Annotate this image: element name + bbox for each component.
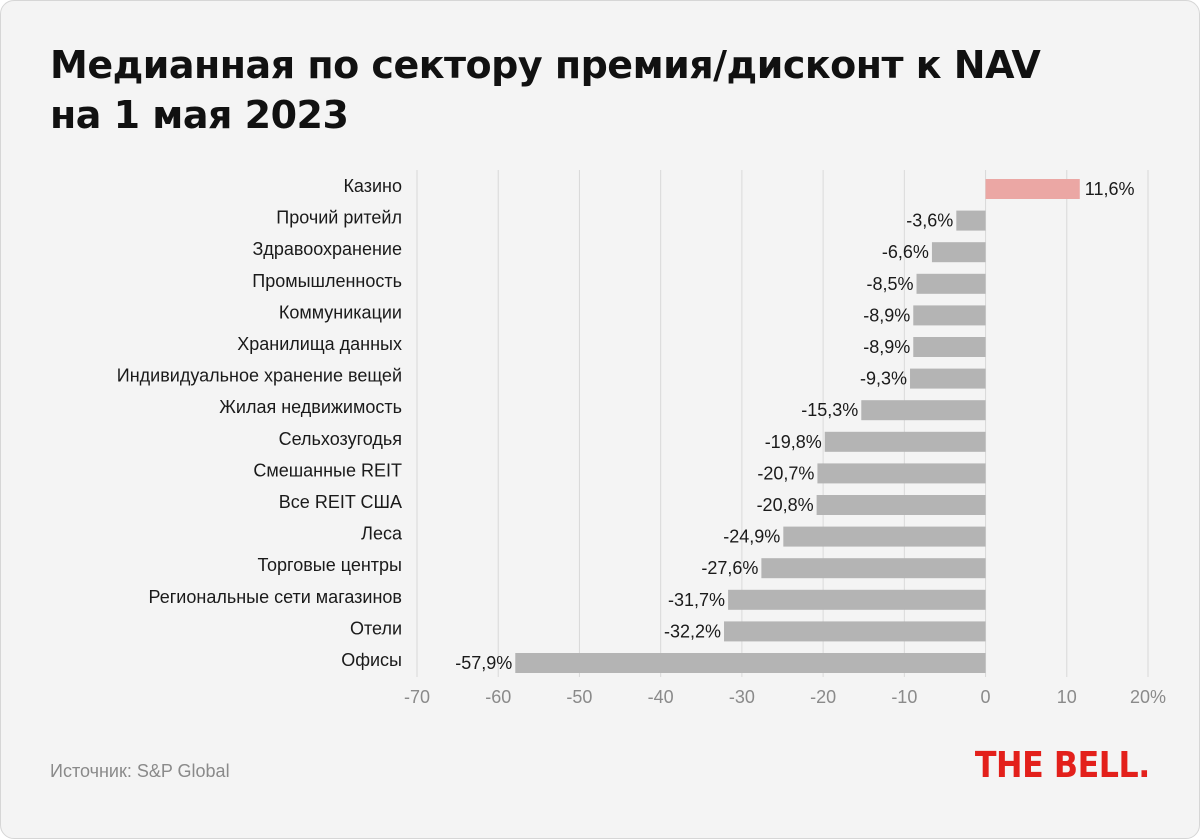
data-label: -8,9%: [863, 337, 910, 357]
data-label: -9,3%: [860, 369, 907, 389]
x-tick-label: -30: [729, 687, 755, 707]
data-label: -8,5%: [866, 274, 913, 294]
category-label: Офисы: [341, 650, 402, 670]
category-label: Казино: [343, 176, 402, 196]
category-label: Промышленность: [252, 271, 402, 291]
chart-title: Медианная по сектору премия/дисконт к NA…: [50, 40, 1150, 140]
x-tick-label: -10: [891, 687, 917, 707]
category-label: Леса: [361, 524, 403, 544]
category-label: Сельхозугодья: [279, 429, 402, 449]
category-label: Торговые центры: [257, 555, 402, 575]
category-label: Индивидуальное хранение вещей: [117, 366, 402, 386]
x-tick-label: -50: [566, 687, 592, 707]
x-tick-label: 0: [981, 687, 991, 707]
data-label: -32,2%: [664, 621, 721, 641]
category-label: Все REIT США: [279, 492, 402, 512]
bar: [913, 337, 986, 357]
data-label: -8,9%: [863, 305, 910, 325]
bar: [931, 242, 986, 263]
bar: [728, 589, 986, 610]
bar: [913, 305, 986, 326]
bar: [724, 621, 986, 642]
bar: [985, 179, 1080, 199]
the-bell-logo: THE BELL.: [974, 745, 1150, 786]
data-label: -20,8%: [757, 495, 814, 515]
category-label: Коммуникации: [279, 302, 402, 322]
category-label: Региональные сети магазинов: [149, 587, 402, 607]
x-tick-label: 10: [1057, 687, 1077, 707]
data-label: -20,7%: [757, 463, 814, 483]
category-label: Жилая недвижимость: [219, 397, 402, 417]
chart-title-line-1: Медианная по сектору премия/дисконт к NA…: [50, 43, 1041, 87]
data-label: -19,8%: [765, 432, 822, 452]
category-label: Хранилища данных: [237, 334, 402, 354]
data-label: -3,6%: [906, 211, 953, 231]
bar: [916, 273, 986, 294]
data-label: 11,6%: [1085, 179, 1135, 199]
bar: [956, 210, 986, 231]
category-label: Здравоохранение: [252, 239, 402, 259]
data-label: -27,6%: [701, 558, 758, 578]
x-tick-label: -70: [404, 687, 430, 707]
bar: [783, 526, 986, 547]
bar: [824, 431, 986, 452]
source-note: Источник: S&P Global: [50, 761, 230, 781]
data-label: -57,9%: [455, 653, 512, 673]
category-label: Прочий ритейл: [276, 208, 402, 228]
data-label: -24,9%: [723, 527, 780, 547]
category-label: Отели: [350, 618, 402, 638]
data-label: -15,3%: [801, 400, 858, 420]
category-label: Смешанные REIT: [253, 460, 402, 480]
x-tick-label: -60: [485, 687, 511, 707]
bar: [861, 400, 986, 421]
bar: [817, 463, 986, 484]
bar: [761, 558, 986, 579]
data-label: -6,6%: [882, 242, 929, 262]
bar: [816, 495, 986, 515]
x-tick-label: -20: [810, 687, 836, 707]
x-tick-label: -40: [648, 687, 674, 707]
bar: [515, 653, 986, 673]
chart-title-line-2: на 1 мая 2023: [50, 93, 349, 137]
x-tick-label: 20%: [1130, 687, 1166, 707]
data-label: -31,7%: [668, 590, 725, 610]
bar: [910, 368, 986, 389]
